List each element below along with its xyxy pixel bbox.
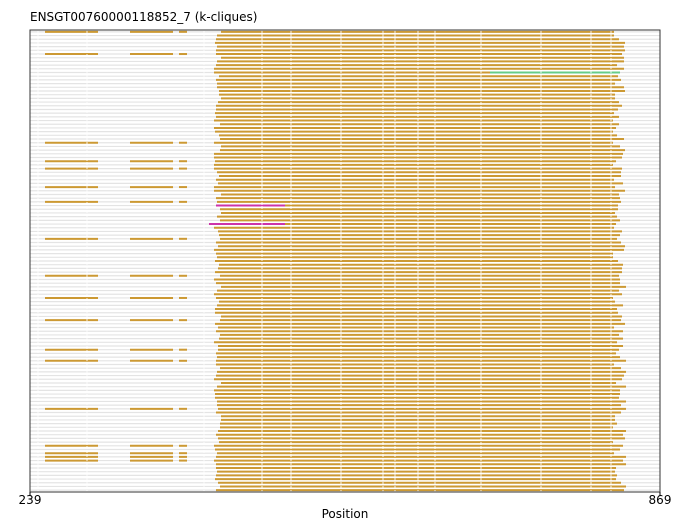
exon-junction-lines xyxy=(37,30,612,492)
x-axis-label: Position xyxy=(321,507,369,521)
plot-frame xyxy=(29,29,661,493)
x-tick-label-max: 869 xyxy=(649,493,672,507)
x-tick-label-min: 239 xyxy=(19,493,42,507)
chart-title: ENSGT00760000118852_7 (k-cliques) xyxy=(30,10,258,24)
